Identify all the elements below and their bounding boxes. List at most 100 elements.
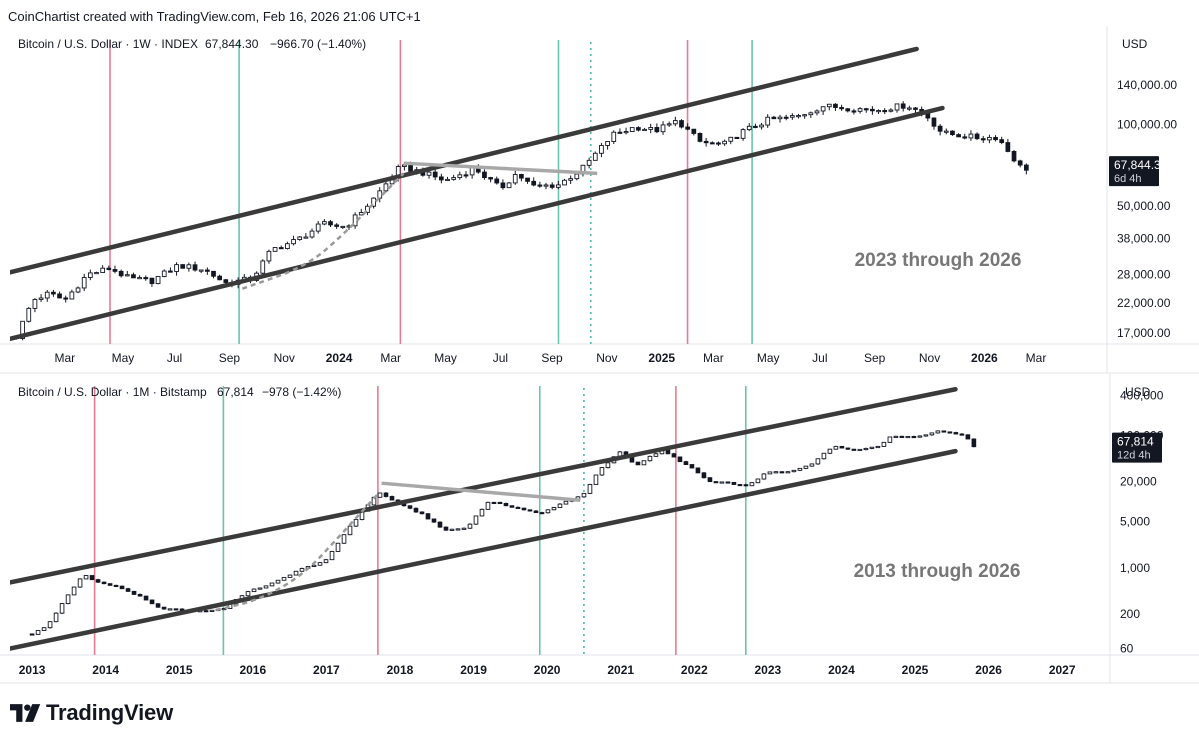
tradingview-logo[interactable]: TradingView <box>10 700 173 726</box>
candle-body <box>797 467 803 471</box>
time-tick-label: 2025 <box>648 351 675 365</box>
candle-body <box>143 277 149 280</box>
price-tick-label: 50,000.00 <box>1117 199 1171 213</box>
candle-body <box>107 583 113 586</box>
candle-body <box>648 127 654 130</box>
candle-body <box>965 434 971 440</box>
candle-body <box>281 576 287 581</box>
candle-body <box>389 496 395 501</box>
candle-body <box>537 184 543 187</box>
candle-body <box>311 564 317 567</box>
time-tick-label: 2013 <box>19 663 46 677</box>
candle-body <box>950 130 955 136</box>
candle-body <box>755 478 761 484</box>
candle-body <box>543 184 549 187</box>
time-tick-label: 2026 <box>971 351 998 365</box>
candle-body <box>605 462 611 469</box>
candle-body <box>377 190 383 199</box>
period-annotation: 2013 through 2026 <box>854 561 1021 582</box>
candle-body <box>740 129 746 139</box>
candle-body <box>839 445 845 449</box>
candle-body <box>617 131 623 134</box>
price-tick-label: 140,000.00 <box>1117 78 1177 92</box>
candle-body <box>743 484 749 487</box>
candle-body <box>203 610 209 613</box>
candle-body <box>759 124 764 128</box>
candle-body <box>168 270 173 273</box>
candle-body <box>808 112 814 116</box>
time-tick-label: Mar <box>55 351 76 365</box>
time-tick-label: 2022 <box>681 663 708 677</box>
candle-body <box>299 568 305 572</box>
candle-body <box>257 587 263 590</box>
candle-body <box>297 236 303 241</box>
candle-body <box>753 125 758 128</box>
candle-body <box>488 177 493 180</box>
candle-body <box>935 430 941 434</box>
candle-body <box>937 125 943 132</box>
bar-countdown: 12d 4h <box>1117 450 1151 462</box>
candle-body <box>119 585 125 590</box>
time-tick-label: Mar <box>380 351 401 365</box>
candle-body <box>75 287 81 293</box>
price-change-value: −966.70 (−1.40%) <box>270 37 366 51</box>
time-tick-label: May <box>112 351 135 365</box>
candle-body <box>1017 160 1023 166</box>
time-tick-label: 2024 <box>828 663 855 677</box>
candle-body <box>815 458 821 465</box>
candle-body <box>814 110 820 114</box>
candle-body <box>959 433 965 436</box>
candle-body <box>20 320 25 339</box>
candle-body <box>654 127 660 133</box>
candle-body <box>642 128 647 132</box>
candle-body <box>437 521 443 528</box>
candle-body <box>599 467 605 476</box>
candle-body <box>562 179 567 186</box>
candle-body <box>803 465 809 469</box>
weekly-chart-panel[interactable]: Bitcoin / U.S. Dollar · 1W · INDEX 67,844… <box>0 26 1199 374</box>
candle-body <box>309 230 315 238</box>
candle-body <box>407 505 413 509</box>
time-tick-label: 2027 <box>1049 663 1076 677</box>
time-tick-label: May <box>434 351 457 365</box>
candle-body <box>272 247 278 252</box>
candle-body <box>953 432 959 435</box>
candle-body <box>568 178 574 181</box>
last-price-badge <box>1112 432 1162 463</box>
candle-body <box>761 473 767 480</box>
candle-body <box>479 508 485 517</box>
currency-label: USD <box>1122 37 1148 51</box>
candle-body <box>59 603 65 614</box>
chart-title: Bitcoin / U.S. Dollar · 1W · INDEX <box>18 37 198 51</box>
price-tick-label: 1,000 <box>1120 561 1150 575</box>
candle-body <box>716 142 721 145</box>
time-tick-label: Nov <box>919 351 940 365</box>
candle-body <box>767 471 773 475</box>
candle-body <box>527 509 533 512</box>
candle-body <box>875 445 881 449</box>
candle-body <box>894 103 900 111</box>
candle-body <box>94 272 99 275</box>
candle-body <box>180 264 186 269</box>
candle-body <box>413 507 419 513</box>
channel-lower-line <box>10 105 945 342</box>
last-price-badge <box>1109 156 1159 187</box>
monthly-chart-panel[interactable]: Bitcoin / U.S. Dollar · 1M · Bitstamp 67,… <box>0 374 1199 686</box>
candle-body <box>137 593 143 597</box>
resistance-trend-line <box>381 481 581 502</box>
candle-body <box>89 575 95 581</box>
price-tick-label: 17,000.00 <box>1117 326 1171 340</box>
candle-body <box>679 120 684 128</box>
candle-body <box>87 272 93 278</box>
candle-body <box>941 430 947 433</box>
candle-body <box>260 260 266 274</box>
time-tick-label: Nov <box>274 351 295 365</box>
candle-body <box>833 103 838 108</box>
candle-body <box>947 431 953 434</box>
price-tick-label: 22,000.00 <box>1117 296 1171 310</box>
candle-body <box>431 518 437 523</box>
period-annotation: 2023 through 2026 <box>855 250 1022 271</box>
candle-body <box>341 534 347 544</box>
candle-body <box>574 173 580 180</box>
candle-body <box>539 512 545 515</box>
